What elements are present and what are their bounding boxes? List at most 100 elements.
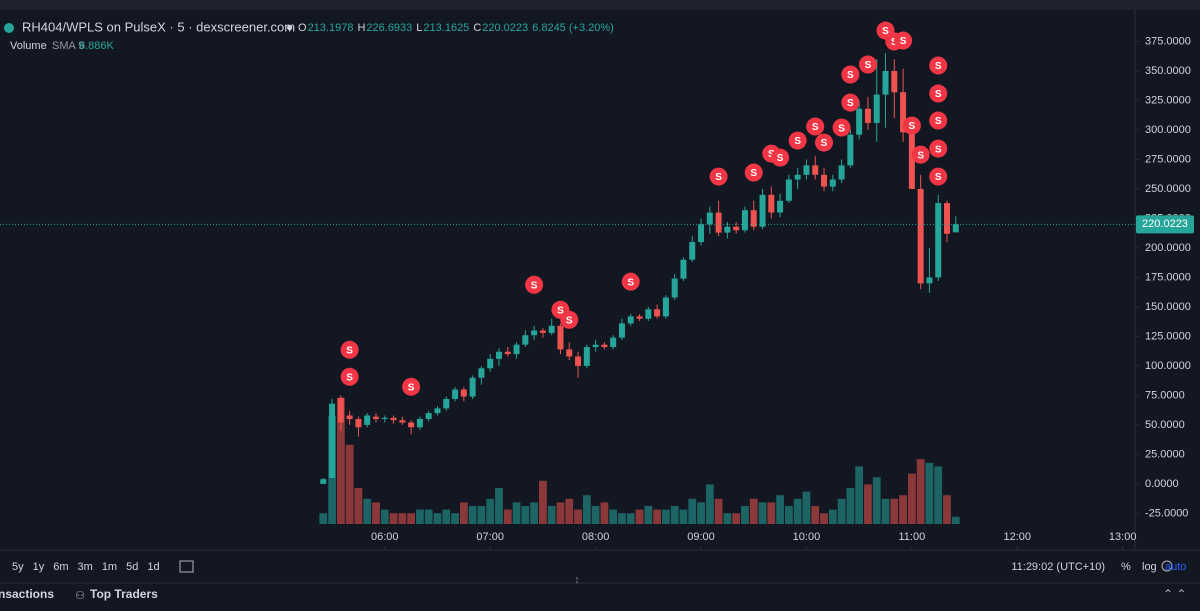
volume-bar — [784, 506, 793, 524]
candle-body — [469, 377, 476, 397]
y-tick-label: -25.0000 — [1145, 507, 1188, 519]
timeframe-button[interactable]: 6m — [53, 561, 68, 573]
candle-body — [355, 419, 362, 428]
volume-bar — [389, 513, 398, 524]
x-tick-label: 09:00 — [687, 531, 715, 543]
sell-marker — [525, 275, 544, 294]
volume-bar — [820, 513, 828, 524]
sell-marker — [911, 145, 930, 164]
timeframe-button[interactable]: 5d — [126, 561, 138, 573]
candle-body — [443, 398, 450, 409]
volume-bar — [407, 513, 416, 524]
candle-body — [777, 200, 784, 213]
sell-marker-label: S — [346, 372, 353, 383]
sell-marker — [815, 133, 834, 152]
volume-bar — [846, 488, 855, 524]
ohlc-key: L — [416, 22, 422, 34]
candle-body — [583, 347, 590, 366]
candle-body — [390, 417, 397, 421]
candle-body — [592, 344, 599, 348]
market-dot: ● — [286, 20, 293, 34]
volume-bar — [556, 502, 565, 524]
timeframe-button[interactable]: 5y — [12, 561, 24, 573]
candle-body — [900, 92, 907, 133]
sell-marker — [744, 163, 763, 182]
volume-bar — [363, 498, 372, 524]
sell-marker — [902, 116, 921, 135]
volume-bar — [372, 502, 380, 524]
scale-button[interactable]: % — [1121, 561, 1131, 573]
timeframe-button[interactable]: 3m — [78, 561, 93, 573]
volume-bar — [539, 480, 547, 524]
volume-label: Volume — [10, 40, 47, 52]
candle-body — [917, 188, 924, 284]
sell-marker-label: S — [750, 168, 757, 179]
ohlc-value: 220.0223 — [482, 22, 528, 34]
calendar-icon[interactable] — [179, 560, 194, 573]
candle-body — [847, 134, 854, 166]
panel-tab[interactable]: nsactions — [0, 587, 54, 601]
ohlc-change: 6.8245 (+3.20%) — [532, 22, 614, 34]
sell-marker — [894, 31, 913, 50]
sell-marker — [340, 340, 359, 359]
candle-body — [364, 415, 371, 425]
panel-arrows[interactable]: ⌃ ⌃ — [1163, 587, 1186, 601]
candle-body — [320, 479, 327, 484]
y-tick-label: 375.0000 — [1145, 35, 1191, 47]
volume-bar — [811, 506, 820, 524]
candle-body — [724, 226, 731, 233]
candle-body — [785, 179, 792, 201]
sell-marker-label: S — [909, 121, 916, 132]
ohlc-value: 226.6933 — [366, 22, 412, 34]
y-tick-label: 75.0000 — [1145, 389, 1185, 401]
ohlc-legend: O 213.1978 H 226.6933 L 213.1625 C 220.0223 6.82… — [298, 22, 614, 34]
candle-body — [671, 278, 678, 298]
ohlc-key: H — [357, 22, 365, 34]
candle-body — [935, 203, 942, 278]
sell-marker-label: S — [821, 138, 828, 149]
x-tick-label: 13:00 — [1109, 531, 1137, 543]
sell-marker-label: S — [917, 150, 924, 161]
timeframe-button[interactable]: 1m — [102, 561, 117, 573]
volume-bar — [336, 398, 345, 524]
volume-bar — [688, 498, 697, 524]
candle-body — [381, 417, 388, 420]
candle-body — [337, 397, 344, 423]
calendar-shape[interactable] — [179, 560, 194, 573]
candle-body — [478, 368, 485, 378]
candle-body — [662, 297, 669, 317]
volume-bar — [468, 506, 477, 524]
candle-body — [522, 335, 529, 345]
volume-bar — [530, 502, 539, 524]
ohlc-key: C — [473, 22, 481, 34]
settings-icon[interactable] — [1161, 560, 1173, 572]
volume-bar — [635, 509, 644, 524]
volume-bar — [697, 502, 705, 524]
candle-body — [794, 174, 801, 180]
sell-marker-label: S — [408, 382, 415, 393]
volume-bar — [433, 513, 442, 524]
scale-button[interactable]: log — [1142, 561, 1157, 573]
volume-bar — [653, 509, 661, 524]
ohlc-value: 213.1625 — [423, 22, 469, 34]
scale-button[interactable]: auto — [1165, 561, 1186, 573]
candle-body — [495, 351, 502, 359]
sell-marker — [788, 131, 807, 150]
y-tick-label: 50.0000 — [1145, 419, 1185, 431]
panel-tab[interactable]: Top Traders — [90, 587, 158, 601]
candle-body — [803, 165, 810, 175]
sell-marker-label: S — [935, 89, 942, 100]
y-tick-label: 250.0000 — [1145, 183, 1191, 195]
sell-marker — [621, 272, 640, 291]
timeframe-button[interactable]: 1d — [147, 561, 159, 573]
volume-bar — [943, 495, 951, 524]
volume-bar — [907, 473, 916, 524]
resize-handle[interactable]: ↕ — [574, 574, 580, 586]
candle-body — [566, 349, 573, 357]
volume-bar — [626, 513, 635, 524]
candle-body — [864, 108, 871, 123]
volume-bar — [354, 488, 363, 524]
timeframe-button[interactable]: 1y — [33, 561, 45, 573]
candle-body — [829, 179, 836, 187]
